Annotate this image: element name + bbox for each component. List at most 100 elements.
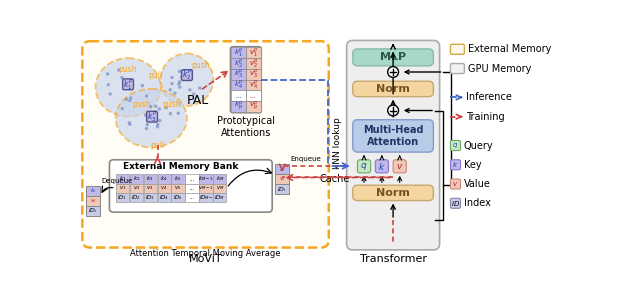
Ellipse shape (161, 53, 213, 106)
Bar (231, 58, 246, 69)
Circle shape (170, 82, 173, 85)
Bar (213, 174, 227, 184)
Bar (275, 164, 289, 174)
Bar (231, 101, 246, 112)
FancyBboxPatch shape (182, 70, 193, 81)
Text: $ID_i$: $ID_i$ (277, 185, 287, 194)
FancyBboxPatch shape (147, 111, 157, 122)
FancyBboxPatch shape (451, 64, 465, 74)
Circle shape (164, 106, 168, 110)
Text: $k_i$: $k_i$ (90, 187, 97, 195)
Bar (186, 193, 198, 202)
Text: ...: ... (189, 195, 195, 200)
Text: $k_4^p$: $k_4^p$ (234, 79, 243, 91)
Text: $k_i$: $k_i$ (279, 165, 285, 174)
FancyBboxPatch shape (353, 120, 433, 152)
Text: $ID_4$: $ID_4$ (159, 193, 169, 202)
Text: Enqueue: Enqueue (290, 156, 321, 162)
Text: $ID_i$: $ID_i$ (88, 206, 98, 215)
Text: $v_3^p$: $v_3^p$ (248, 68, 258, 80)
Circle shape (120, 107, 124, 110)
Circle shape (169, 112, 172, 115)
Text: push: push (191, 61, 209, 70)
Text: $ID_2$: $ID_2$ (131, 193, 141, 202)
Bar (116, 174, 129, 184)
Text: $k_1^p$: $k_1^p$ (234, 47, 243, 59)
Circle shape (144, 113, 147, 117)
Text: $q$: $q$ (452, 141, 459, 150)
Text: $k_4$: $k_4$ (161, 175, 168, 183)
Bar (157, 184, 171, 193)
Circle shape (127, 86, 131, 89)
Bar (246, 47, 260, 58)
Bar (172, 174, 184, 184)
Text: ...: ... (235, 93, 242, 99)
Text: pull: pull (148, 71, 163, 80)
Text: push: push (132, 100, 151, 109)
Circle shape (177, 82, 180, 86)
Circle shape (198, 86, 202, 90)
Text: Norm: Norm (376, 188, 410, 198)
Text: Transformer: Transformer (360, 254, 427, 264)
FancyBboxPatch shape (451, 198, 461, 208)
Text: Dequeue: Dequeue (102, 178, 133, 184)
Text: $k_p^p$: $k_p^p$ (234, 100, 243, 113)
Circle shape (170, 76, 174, 79)
Text: $k_2^p$: $k_2^p$ (234, 58, 243, 70)
FancyBboxPatch shape (353, 185, 433, 201)
Text: Prototypical
Attentions: Prototypical Attentions (217, 116, 275, 138)
Text: MLP: MLP (380, 52, 406, 62)
Text: $v_1^p$: $v_1^p$ (248, 47, 258, 59)
Text: $v_i$: $v_i$ (90, 197, 97, 205)
Text: push: push (162, 100, 180, 109)
FancyBboxPatch shape (358, 160, 371, 173)
Circle shape (125, 98, 128, 101)
Text: $ID$: $ID$ (451, 199, 460, 208)
Text: $k_1^p$: $k_1^p$ (123, 77, 133, 92)
Bar (157, 174, 171, 184)
Circle shape (129, 96, 132, 100)
FancyBboxPatch shape (230, 47, 261, 113)
FancyBboxPatch shape (109, 160, 272, 212)
Bar (246, 80, 260, 91)
Circle shape (178, 80, 181, 84)
Bar (231, 69, 246, 80)
Bar (275, 174, 289, 185)
Bar (143, 193, 157, 202)
Circle shape (145, 127, 148, 130)
Text: push: push (119, 65, 138, 74)
Circle shape (177, 112, 180, 115)
Text: $v_1$: $v_1$ (118, 184, 126, 192)
Text: Value: Value (463, 179, 490, 189)
Circle shape (156, 123, 159, 126)
Circle shape (154, 105, 157, 108)
Text: Cache: Cache (320, 174, 350, 184)
Text: Multi-Head
Attention: Multi-Head Attention (363, 125, 423, 147)
FancyBboxPatch shape (353, 81, 433, 97)
Text: $v_M$: $v_M$ (216, 184, 224, 192)
Text: Inference: Inference (466, 92, 512, 102)
Circle shape (168, 88, 172, 91)
Bar (86, 186, 100, 196)
Circle shape (124, 86, 128, 89)
Circle shape (388, 67, 399, 77)
Circle shape (178, 69, 181, 73)
Bar (246, 58, 260, 69)
Bar (86, 206, 100, 216)
Circle shape (127, 121, 131, 124)
FancyBboxPatch shape (347, 40, 440, 250)
Circle shape (106, 83, 110, 86)
Circle shape (180, 75, 183, 79)
Text: $v$: $v$ (396, 162, 403, 171)
Circle shape (145, 94, 148, 98)
Text: $ID_3$: $ID_3$ (145, 193, 155, 202)
Text: Training: Training (466, 112, 504, 122)
Text: $v_2$: $v_2$ (132, 184, 140, 192)
Ellipse shape (116, 89, 187, 147)
FancyBboxPatch shape (451, 160, 461, 170)
Bar (129, 193, 143, 202)
Bar (213, 193, 227, 202)
Text: PAL: PAL (187, 94, 209, 107)
FancyBboxPatch shape (123, 79, 134, 90)
Bar (86, 196, 100, 206)
